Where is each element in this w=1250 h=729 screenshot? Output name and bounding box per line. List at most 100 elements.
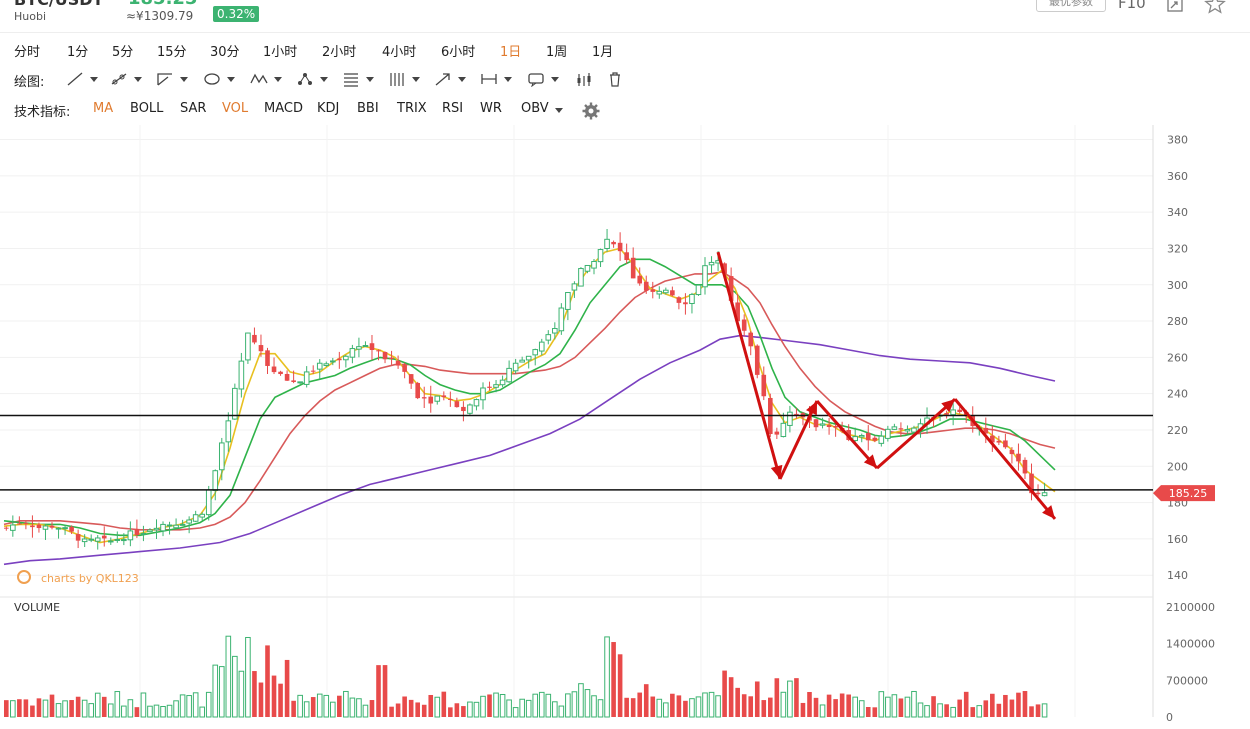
volume-bar [630, 698, 636, 717]
channel-icon [157, 73, 172, 86]
period-tab[interactable]: 30分 [210, 45, 240, 60]
price-tick-label: 140 [1167, 569, 1188, 582]
volume-bar [624, 697, 629, 717]
star-icon[interactable] [1204, 0, 1226, 14]
period-tab-active[interactable]: 1日 [500, 45, 522, 60]
candle-up [179, 523, 186, 526]
indicator-obv[interactable]: OBV [521, 101, 549, 116]
period-tab[interactable]: 1月 [592, 45, 614, 60]
channel-tool[interactable] [156, 68, 188, 90]
annotation-arrow-line [778, 400, 819, 480]
gann-tool[interactable] [388, 68, 420, 90]
period-tab[interactable]: 1小时 [263, 45, 298, 60]
line-tool[interactable] [66, 68, 98, 90]
trash-icon[interactable] [608, 71, 622, 87]
volume-bar [441, 691, 447, 717]
volume-bar [813, 697, 819, 717]
pattern-icon [298, 73, 312, 85]
volume-bar [402, 696, 407, 717]
gear-icon[interactable] [582, 102, 600, 120]
candle-down [833, 425, 838, 428]
indicator-boll[interactable]: BOLL [130, 101, 164, 116]
candle-up [480, 387, 486, 401]
candle-down [36, 524, 42, 529]
volume-bar [1035, 704, 1041, 717]
candle-up [656, 290, 663, 295]
volume-bar [787, 680, 793, 718]
candle-up [212, 470, 219, 491]
note-tool[interactable] [527, 68, 559, 90]
period-tab[interactable]: 5分 [112, 45, 134, 60]
volume-bar [604, 636, 610, 718]
candle-up [94, 537, 101, 542]
candle-up [55, 527, 62, 530]
candle-up [62, 527, 68, 530]
indicator-rsi[interactable]: RSI [442, 101, 464, 116]
candle-up [199, 513, 205, 518]
volume-tick-label: 0 [1166, 711, 1173, 724]
candle-down [983, 427, 989, 434]
indicator-bbi[interactable]: BBI [357, 101, 379, 116]
candle-down [872, 437, 878, 441]
candle-down [402, 365, 407, 372]
indicator-sar[interactable]: SAR [180, 101, 207, 116]
optimal-params-button[interactable]: 最优参数 [1036, 0, 1106, 12]
indicator-kdj[interactable]: KDJ [317, 101, 340, 116]
volume-bar [708, 691, 715, 718]
volume-bar [271, 675, 277, 717]
candle-up [565, 292, 571, 310]
period-tab[interactable]: 6小时 [441, 45, 476, 60]
candle-up [584, 264, 591, 272]
range-tool[interactable] [480, 68, 512, 90]
candle-down [75, 534, 81, 541]
obv-dropdown-caret[interactable] [555, 108, 563, 113]
volume-bar [297, 694, 303, 718]
f10-button[interactable]: F10 [1118, 0, 1146, 12]
indicator-trix[interactable]: TRIX [397, 101, 427, 116]
exchange-name: Huobi [14, 10, 47, 23]
period-tab[interactable]: 1分 [67, 45, 89, 60]
indicator-macd[interactable]: MACD [264, 101, 303, 116]
current-price: 185.25 [128, 0, 197, 9]
ray-tool[interactable] [110, 68, 142, 90]
period-tab[interactable]: 15分 [157, 45, 187, 60]
candle-up [597, 249, 604, 263]
expand-icon[interactable] [1167, 0, 1183, 12]
candle-up [127, 530, 134, 541]
volume-bar [147, 705, 153, 718]
candle-down [395, 360, 401, 366]
volume-bar [114, 691, 121, 718]
arrow-tool[interactable] [434, 68, 466, 90]
indicator-wr[interactable]: WR [480, 101, 502, 116]
volume-bar [885, 696, 891, 718]
candle-down [1016, 453, 1021, 462]
period-tab[interactable]: 2小时 [322, 45, 357, 60]
indicator-ma[interactable]: MA [93, 101, 114, 116]
indicator-vol[interactable]: VOL [222, 101, 249, 116]
volume-bar [10, 700, 16, 718]
volume-bar [121, 705, 127, 718]
volume-bar [748, 696, 754, 717]
candlestick-chart[interactable]: 140160180200220240260280300320340360380 … [0, 125, 1250, 729]
candles-icon[interactable] [576, 72, 592, 88]
volume-bar [212, 664, 219, 718]
period-tab[interactable]: 分时 [14, 45, 41, 60]
candle-up [140, 532, 147, 535]
fibonacci-tool[interactable] [342, 68, 374, 90]
wave-tool[interactable] [250, 68, 282, 90]
drawing-toolbar: 绘图: [0, 64, 1250, 94]
candle-down [454, 401, 460, 408]
candle-up [434, 395, 441, 402]
candle-down [389, 357, 394, 359]
period-tab[interactable]: 1周 [546, 45, 568, 60]
volume-bar [1016, 692, 1021, 717]
volume-bar [780, 691, 787, 718]
candle-up [88, 538, 94, 541]
volume-bar [487, 694, 492, 717]
volume-bar [55, 703, 62, 718]
period-tab[interactable]: 4小时 [382, 45, 417, 60]
pattern-tool[interactable] [296, 68, 328, 90]
volume-bar [852, 696, 859, 718]
shape-tool[interactable] [203, 68, 235, 90]
